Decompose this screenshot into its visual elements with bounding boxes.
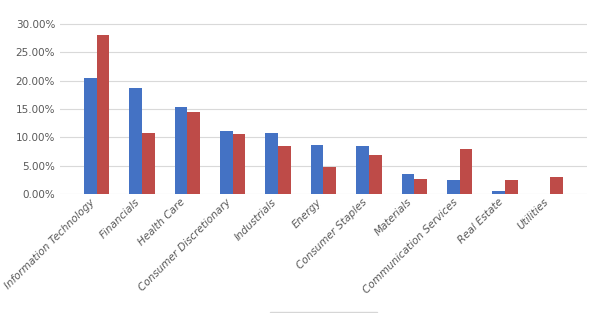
Bar xyxy=(129,88,142,194)
Bar xyxy=(459,149,472,194)
Bar xyxy=(232,135,246,194)
Bar xyxy=(415,179,427,194)
Bar xyxy=(220,131,232,194)
Bar xyxy=(492,191,505,194)
Bar xyxy=(505,180,518,194)
Bar xyxy=(175,107,187,194)
Bar xyxy=(96,35,109,194)
Bar xyxy=(356,146,369,194)
Bar xyxy=(187,112,200,194)
Bar xyxy=(401,174,415,194)
Bar xyxy=(369,156,382,194)
Bar xyxy=(447,180,459,194)
Bar xyxy=(84,78,96,194)
Bar xyxy=(550,177,563,194)
Bar xyxy=(311,145,323,194)
Bar xyxy=(278,146,291,194)
Legend: VFQY, SPY: VFQY, SPY xyxy=(270,312,377,313)
Bar xyxy=(323,167,336,194)
Bar xyxy=(142,133,155,194)
Bar xyxy=(265,133,278,194)
